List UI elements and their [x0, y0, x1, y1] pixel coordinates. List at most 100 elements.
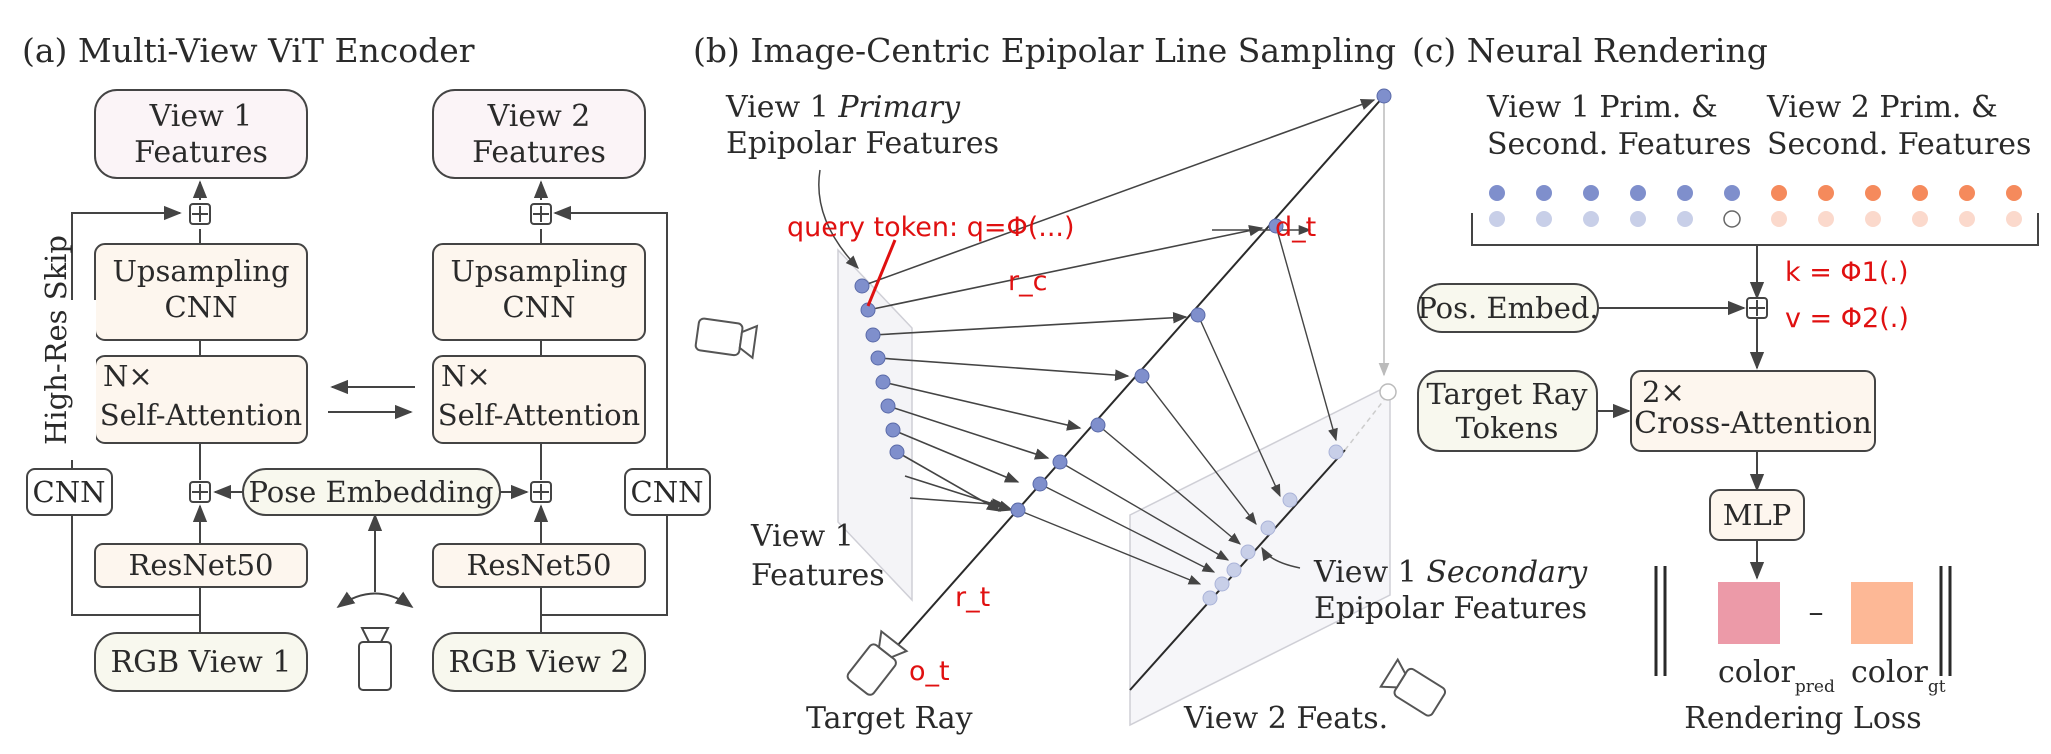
secondary-label-line1: View 1 Secondary: [1313, 555, 1588, 590]
primary-pointer: [818, 169, 859, 269]
pos-embed-label: Pos. Embed.: [1417, 291, 1598, 325]
upsampling-2-line2: CNN: [503, 290, 576, 324]
primary-label-line1: View 1 Primary: [725, 90, 961, 125]
target-ray-tokens-line2: Tokens: [1456, 411, 1559, 445]
upsampling-cnn-box-1: [94, 243, 308, 341]
resnet-box-1: [94, 543, 308, 588]
o-t-label: o_t: [909, 656, 950, 687]
high-res-skip-label: High-Res Skip: [39, 235, 73, 445]
section-b-title: (b) Image-Centric Epipolar Line Sampling: [693, 31, 1396, 70]
camera-icon: [846, 629, 909, 696]
self-attention-2-line1: N×: [441, 359, 491, 393]
view1-image-plane: [837, 248, 913, 602]
camera-icon: [1379, 657, 1447, 717]
pose-embedding-box: [242, 468, 501, 516]
section-a-title: (a) Multi-View ViT Encoder: [22, 31, 475, 70]
view1-prim-line1: View 1 Prim. &: [1486, 90, 1718, 125]
view2-features-line2: Features: [472, 135, 606, 170]
d-t-label: d_t: [1275, 212, 1316, 243]
upsampling-2-line1: Upsampling: [450, 254, 627, 288]
hollow-point: [1379, 383, 1397, 401]
view2-features-line1: View 2: [487, 99, 591, 134]
upsampling-1-line1: Upsampling: [112, 254, 289, 288]
self-attention-1-line1: N×: [103, 359, 153, 393]
secondary-points: [1202, 444, 1344, 606]
view2-image-plane: [1129, 383, 1391, 727]
view2-primary-dots: [1771, 185, 2022, 201]
rendering-arrows: [1597, 245, 1765, 580]
primary-label-line2: Epipolar Features: [726, 126, 999, 161]
target-ray-label: Target Ray: [806, 701, 973, 736]
rotate-arrows-icon: [336, 591, 414, 609]
mlp-label: MLP: [1723, 498, 1791, 532]
camera-icon: [694, 317, 759, 360]
target-ray-tokens-line1: Target Ray: [1426, 377, 1588, 411]
token-bracket: [1471, 213, 2039, 246]
plus-node: [530, 481, 552, 503]
upsampling-1-line2: CNN: [165, 290, 238, 324]
self-attention-1-line2: Self-Attention: [100, 398, 302, 432]
resnet-1-label: ResNet50: [129, 548, 274, 582]
pose-embedding-label: Pose Embedding: [248, 475, 493, 509]
target-ray-tokens-box: [1417, 370, 1598, 452]
cnn-2-label: CNN: [631, 475, 704, 509]
upsampling-cnn-box-2: [432, 243, 646, 341]
k-equation: k = Φ1(.): [1785, 257, 1909, 288]
cross-attention-line1: 2×: [1642, 375, 1685, 409]
self-attention-2-line2: Self-Attention: [438, 398, 640, 432]
cnn-box-2: [624, 468, 711, 516]
secondary-rays: [1017, 224, 1338, 585]
view2-features-box: [432, 89, 646, 179]
r-c-label: r_c: [1008, 266, 1047, 297]
camera-icon: [358, 627, 392, 691]
rgb-view1-box: [94, 632, 308, 692]
cnn-1-label: CNN: [33, 475, 106, 509]
rgb-view2-box: [432, 632, 646, 692]
secondary-pointer: [1261, 546, 1301, 569]
color-pred-label: colorpred: [1718, 655, 1835, 697]
pos-embed-box: [1417, 283, 1599, 333]
view1-features-label-line1: View 1: [750, 519, 854, 554]
view2-feats-label: View 2 Feats.: [1183, 701, 1388, 736]
pred-color-swatch: [1718, 582, 1780, 644]
view2-prim-line1: View 2 Prim. &: [1766, 90, 1998, 125]
section-c-title: (c) Neural Rendering: [1412, 31, 1768, 70]
cross-attention-box: [1630, 370, 1876, 452]
query-token-label: query token: q=Φ(...): [787, 212, 1075, 243]
token-dots: [1489, 185, 2022, 228]
rendering-loss-label: Rendering Loss: [1684, 701, 1921, 736]
rgb-view1-label: RGB View 1: [111, 645, 292, 680]
target-ray-points: [1010, 88, 1392, 518]
view1-features-line2: Features: [134, 135, 268, 170]
view1-primary-dots: [1489, 185, 1740, 201]
gt-color-swatch: [1851, 582, 1913, 644]
view1-features-label-line2: Features: [751, 558, 885, 593]
view1-features-line1: View 1: [149, 99, 253, 134]
view1-prim-line2: Second. Features: [1487, 127, 1751, 162]
view1-features-box: [94, 89, 308, 179]
plus-node: [189, 203, 211, 225]
skip-label-bg: [56, 300, 96, 460]
norm-bars: [1654, 566, 1952, 676]
v-equation: v = Φ2(.): [1785, 303, 1909, 334]
self-attention-box-2: [432, 355, 646, 444]
secondary-label-line2: Epipolar Features: [1314, 591, 1587, 626]
primary-points: [854, 278, 905, 460]
minus-sign: –: [1809, 595, 1824, 630]
skip-connections: [71, 180, 668, 633]
query-token-pointer: [866, 239, 897, 307]
mlp-box: [1709, 489, 1805, 541]
hollow-token-dot: [1723, 210, 1741, 228]
color-gt-label: colorgt: [1851, 655, 1946, 697]
plus-node: [530, 203, 552, 225]
primary-rays: [861, 99, 1376, 512]
view2-prim-line2: Second. Features: [1767, 127, 2031, 162]
r-t-label: r_t: [955, 582, 990, 613]
cnn-box-1: [26, 468, 113, 516]
resnet-2-label: ResNet50: [467, 548, 612, 582]
dashed-line: [1344, 399, 1385, 451]
cross-attention-line2: Cross-Attention: [1634, 406, 1872, 441]
plus-node: [1746, 297, 1768, 319]
